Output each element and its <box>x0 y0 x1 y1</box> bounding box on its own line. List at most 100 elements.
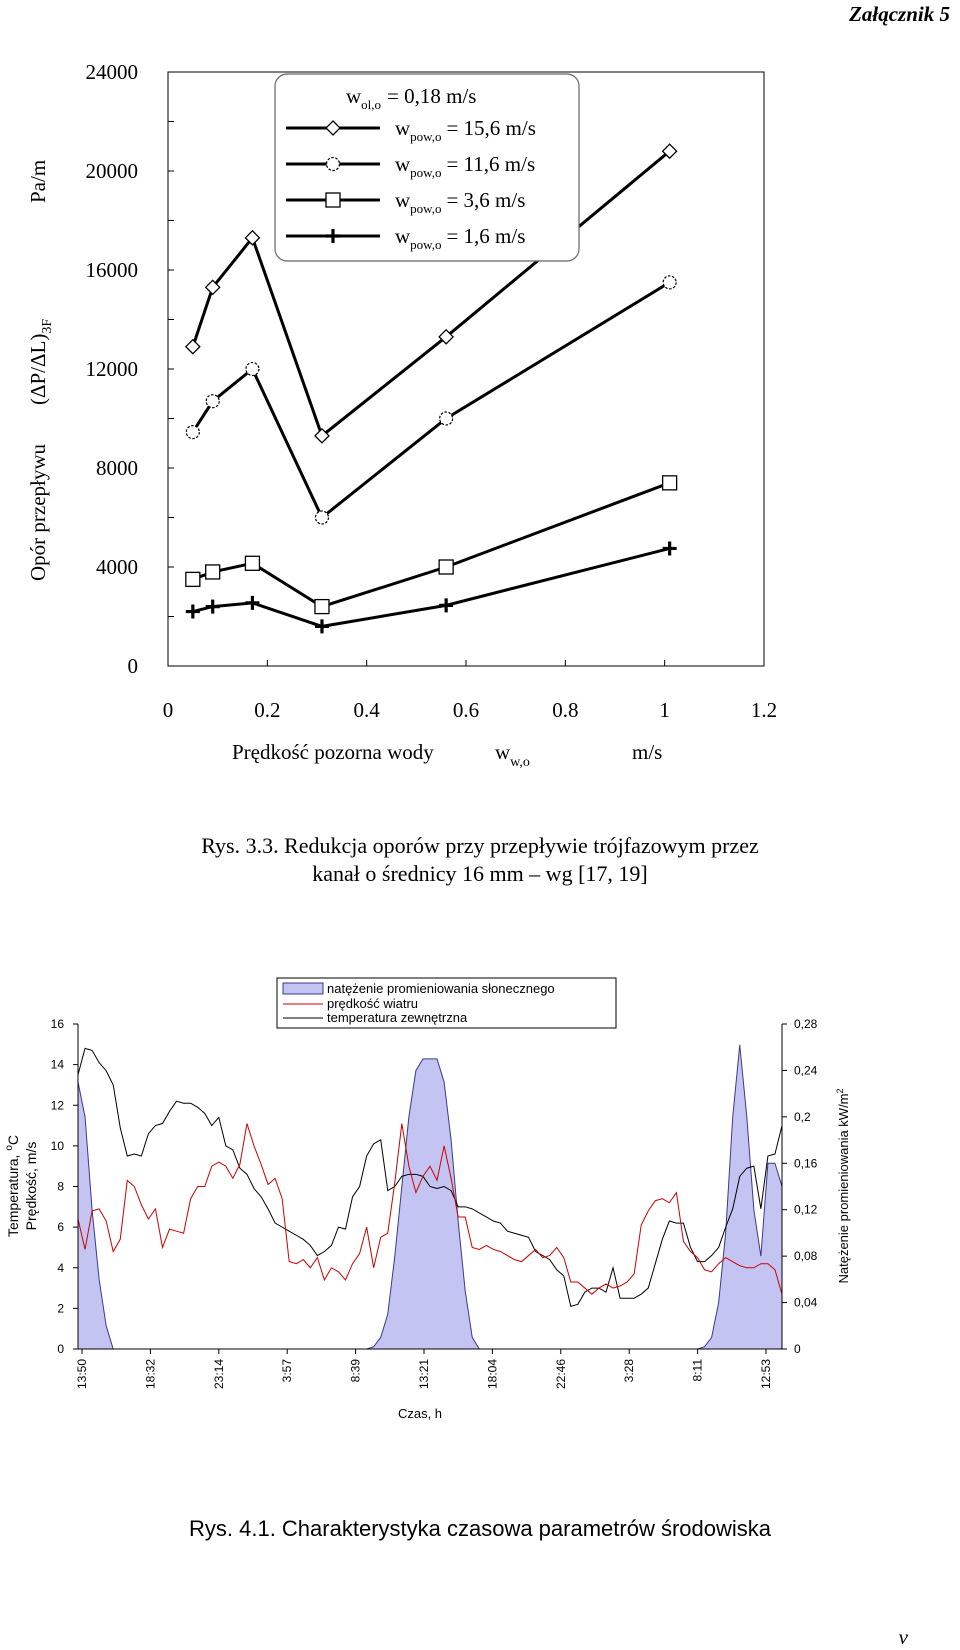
x-tick-label: 0.4 <box>354 698 381 722</box>
x-tick-label: 0.8 <box>552 698 578 722</box>
figure1-caption-line2: kanał o średnicy 16 mm – wg [17, 19] <box>312 861 648 886</box>
y-tick-label: 0 <box>128 654 139 678</box>
legend-entry: wpow,o = 11,6 m/s <box>286 152 535 180</box>
y-axis-unit: Pa/m <box>26 160 50 203</box>
figure2-caption: Rys. 4.1. Charakterystyka czasowa parame… <box>189 1516 771 1541</box>
y-tick-label: 16 <box>51 1017 65 1031</box>
data-point-plus <box>245 595 260 610</box>
x-tick-label: 0.6 <box>453 698 479 722</box>
data-point-circle <box>325 156 341 172</box>
x-tick-label: 3:28 <box>622 1359 636 1383</box>
x-tick-label: 13:50 <box>75 1359 89 1389</box>
legend-entry: wpow,o = 15,6 m/s <box>286 116 536 144</box>
legend-label-value: = 3,6 m/s <box>446 188 525 212</box>
y-axis-label-group: Opór przepływu (ΔP/ΔL)3F Pa/m <box>26 160 55 581</box>
y-tick-label: 4000 <box>96 555 138 579</box>
y-tick-label: 8000 <box>96 456 138 480</box>
legend-label-wind: prędkość wiatru <box>327 996 418 1011</box>
data-point-square <box>244 555 261 571</box>
legend-header: wol,o = 0,18 m/s <box>346 84 476 112</box>
y2-tick-label: 0 <box>794 1342 801 1356</box>
data-point-square <box>314 598 330 615</box>
y-axis-label-degree: o <box>4 1145 15 1151</box>
y-axis-label-text: Opór przepływu <box>26 443 50 581</box>
data-point-diamond <box>204 279 221 296</box>
x-tick-label: 13:21 <box>417 1359 431 1389</box>
data-point-plus <box>326 229 340 243</box>
legend-header-symbol: w <box>346 84 362 108</box>
x-tick-label: 18:32 <box>143 1359 157 1389</box>
legend-label-symbol: w <box>395 116 411 140</box>
data-point-plus <box>185 604 200 619</box>
legend-header-value: = 0,18 m/s <box>387 84 476 108</box>
x-tick-label: 18:04 <box>485 1359 499 1389</box>
y-tick-label: 16000 <box>86 258 139 282</box>
x-tick-label: 0.2 <box>254 698 280 722</box>
legend-label-temperature: temperatura zewnętrzna <box>327 1010 468 1025</box>
y2-tick-label: 0,16 <box>794 1156 818 1170</box>
series-square <box>185 475 678 615</box>
legend-label: wpow,o = 15,6 m/s <box>395 116 536 144</box>
y2-axis-label-text: Natężenie promieniowania kW/m <box>836 1093 851 1283</box>
series-line-wind-speed <box>77 1123 783 1295</box>
data-point-diamond <box>314 427 330 444</box>
data-point-square <box>325 192 341 208</box>
y2-axis-label-superscript: 2 <box>835 1088 845 1093</box>
pressure-drop-chart: 0 4000 8000 12000 16000 20000 24000 0 0.2 0.4 0.6 0… <box>26 60 777 770</box>
x-axis-unit: m/s <box>632 740 662 764</box>
x-axis-label-subscript: w,o <box>510 755 530 770</box>
data-point-plus <box>205 599 220 614</box>
data-point-plus <box>314 619 329 634</box>
x-tick-label: 0 <box>163 698 174 722</box>
y-axis-label-subscript: 3F <box>40 319 55 334</box>
y-axis-label-line1-end: C <box>5 1135 21 1145</box>
data-point-square <box>438 559 454 575</box>
legend: natężenie promieniowania słonecznegopręd… <box>276 977 617 1029</box>
y2-tick-label: 0,12 <box>794 1203 818 1217</box>
series-plus <box>185 541 677 634</box>
legend-label-value: = 11,6 m/s <box>446 152 535 176</box>
data-point-circle <box>314 510 330 525</box>
y-tick-label: 12 <box>51 1098 65 1112</box>
x-tick-label: 23:14 <box>212 1359 226 1389</box>
y2-tick-label: 0,2 <box>794 1110 811 1124</box>
legend-label-symbol: w <box>395 152 411 176</box>
legend-label-symbol: w <box>395 188 411 212</box>
figure1-caption-line1: Rys. 3.3. Redukcja oporów przy przepływi… <box>201 833 759 858</box>
y-axis-label-symbol: (ΔP/ΔL) <box>26 334 50 405</box>
data-point-square <box>185 571 201 588</box>
data-point-circle <box>439 411 454 426</box>
y2-axis-label: Natężenie promieniowania kW/m2 <box>835 1088 851 1283</box>
y-axis-label-line1: Temperatura, oC <box>4 1135 21 1237</box>
y2-tick-label: 0,28 <box>794 1017 818 1031</box>
y2-tick-label: 0,04 <box>794 1296 818 1310</box>
data-point-diamond <box>438 328 455 345</box>
legend-box <box>274 73 580 262</box>
legend-label-subscript: pow,o <box>410 129 441 144</box>
data-point-square <box>661 475 678 491</box>
y-tick-label: 24000 <box>86 60 139 84</box>
y-axis-label-line1-text: Temperatura, <box>5 1151 21 1237</box>
x-tick-label: 8:39 <box>349 1359 363 1383</box>
legend-label: wpow,o = 3,6 m/s <box>395 188 525 216</box>
y2-tick-label: 0,24 <box>794 1063 818 1077</box>
legend-entry: wpow,o = 3,6 m/s <box>286 188 525 216</box>
legend-label-symbol: w <box>395 224 411 248</box>
legend-label-subscript: pow,o <box>410 165 441 180</box>
data-point-diamond <box>184 338 201 355</box>
y-tick-label: 4 <box>57 1261 64 1275</box>
legend-label-subscript: pow,o <box>410 237 441 252</box>
x-axis-label: Czas, h <box>398 1406 442 1421</box>
legend-entry: wpow,o = 1,6 m/s <box>286 224 525 252</box>
legend-label-solar: natężenie promieniowania słonecznego <box>327 981 555 996</box>
page-number: v <box>898 1625 908 1649</box>
series-circle <box>185 275 677 525</box>
legend-swatch-solar <box>282 982 324 995</box>
y-axis-label: Opór przepływu (ΔP/ΔL)3F <box>26 319 55 581</box>
data-point-square <box>205 564 221 580</box>
data-point-circle <box>185 425 200 440</box>
legend-label: wpow,o = 11,6 m/s <box>395 152 535 180</box>
x-tick-label: 1 <box>659 698 670 722</box>
x-tick-label: 22:46 <box>554 1359 568 1389</box>
legend-label-subscript: pow,o <box>410 201 441 216</box>
